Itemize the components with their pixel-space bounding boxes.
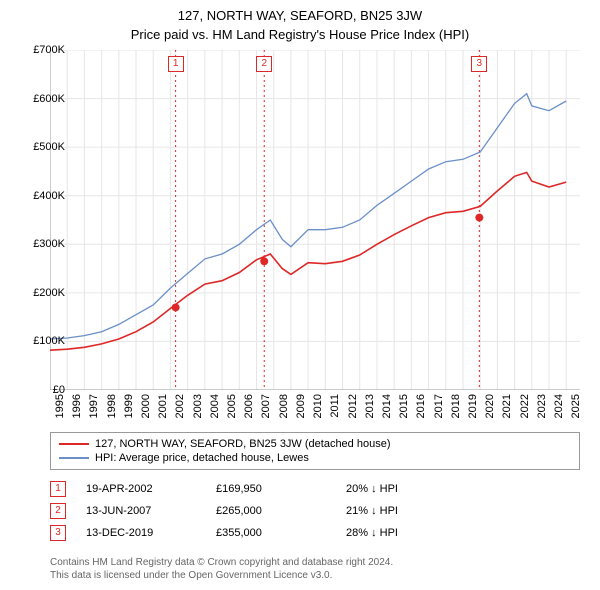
event-marker-box: 3 [471,56,487,72]
event-num-box: 2 [50,503,66,519]
event-delta: 21% ↓ HPI [346,505,456,517]
x-tick-label: 1999 [123,394,135,418]
x-tick-label: 1995 [54,394,66,418]
legend: 127, NORTH WAY, SEAFORD, BN25 3JW (detac… [50,432,580,470]
legend-swatch-subject [59,443,89,445]
x-tick-label: 2025 [570,394,582,418]
x-tick-label: 2018 [450,394,462,418]
plot-area [50,50,580,390]
x-tick-label: 2013 [364,394,376,418]
x-tick-label: 2020 [484,394,496,418]
plot-svg [50,50,580,390]
x-tick-label: 2008 [278,394,290,418]
event-delta: 20% ↓ HPI [346,483,456,495]
event-row: 1 19-APR-2002 £169,950 20% ↓ HPI [50,478,580,500]
event-price: £355,000 [216,527,326,539]
x-tick-label: 2015 [398,394,410,418]
x-tick-label: 2016 [415,394,427,418]
x-tick-label: 2011 [329,394,341,418]
x-tick-label: 2014 [381,394,393,418]
legend-label-subject: 127, NORTH WAY, SEAFORD, BN25 3JW (detac… [95,438,391,450]
x-tick-label: 2024 [553,394,565,418]
footer-line-2: This data is licensed under the Open Gov… [50,569,580,582]
event-date: 13-DEC-2019 [86,527,196,539]
footer-note: Contains HM Land Registry data © Crown c… [50,556,580,582]
event-date: 13-JUN-2007 [86,505,196,517]
x-tick-label: 2023 [536,394,548,418]
legend-row-subject: 127, NORTH WAY, SEAFORD, BN25 3JW (detac… [59,437,571,451]
x-tick-label: 2001 [157,394,169,418]
y-tick-label: £500K [33,141,65,153]
event-num-box: 1 [50,481,66,497]
chart-title-sub: Price paid vs. HM Land Registry's House … [0,23,600,42]
x-tick-label: 2010 [312,394,324,418]
y-tick-label: £700K [33,44,65,56]
x-tick-label: 2021 [501,394,513,418]
x-tick-label: 1997 [88,394,100,418]
event-date: 19-APR-2002 [86,483,196,495]
chart-container: 127, NORTH WAY, SEAFORD, BN25 3JW Price … [0,0,600,590]
events-table: 1 19-APR-2002 £169,950 20% ↓ HPI 2 13-JUN-200… [50,478,580,544]
event-row: 3 13-DEC-2019 £355,000 28% ↓ HPI [50,522,580,544]
x-tick-label: 2006 [243,394,255,418]
legend-row-hpi: HPI: Average price, detached house, Lewe… [59,451,571,465]
event-marker-box: 2 [256,56,272,72]
y-tick-label: £100K [33,335,65,347]
event-marker-box: 1 [168,56,184,72]
event-row: 2 13-JUN-2007 £265,000 21% ↓ HPI [50,500,580,522]
event-price: £169,950 [216,483,326,495]
legend-label-hpi: HPI: Average price, detached house, Lewe… [95,452,309,464]
x-tick-label: 2017 [433,394,445,418]
y-tick-label: £400K [33,190,65,202]
chart-title-main: 127, NORTH WAY, SEAFORD, BN25 3JW [0,0,600,23]
event-delta: 28% ↓ HPI [346,527,456,539]
y-tick-label: £300K [33,238,65,250]
legend-swatch-hpi [59,457,89,459]
x-tick-label: 2000 [140,394,152,418]
event-price: £265,000 [216,505,326,517]
x-tick-label: 2004 [209,394,221,418]
x-tick-label: 2005 [226,394,238,418]
x-tick-label: 2022 [519,394,531,418]
y-tick-label: £200K [33,287,65,299]
x-tick-label: 2009 [295,394,307,418]
x-tick-label: 2019 [467,394,479,418]
event-num-box: 3 [50,525,66,541]
footer-line-1: Contains HM Land Registry data © Crown c… [50,556,580,569]
x-tick-label: 2012 [347,394,359,418]
x-tick-label: 2007 [260,394,272,418]
x-tick-label: 2002 [174,394,186,418]
x-tick-label: 1998 [106,394,118,418]
x-tick-label: 1996 [71,394,83,418]
y-tick-label: £600K [33,93,65,105]
x-tick-label: 2003 [192,394,204,418]
